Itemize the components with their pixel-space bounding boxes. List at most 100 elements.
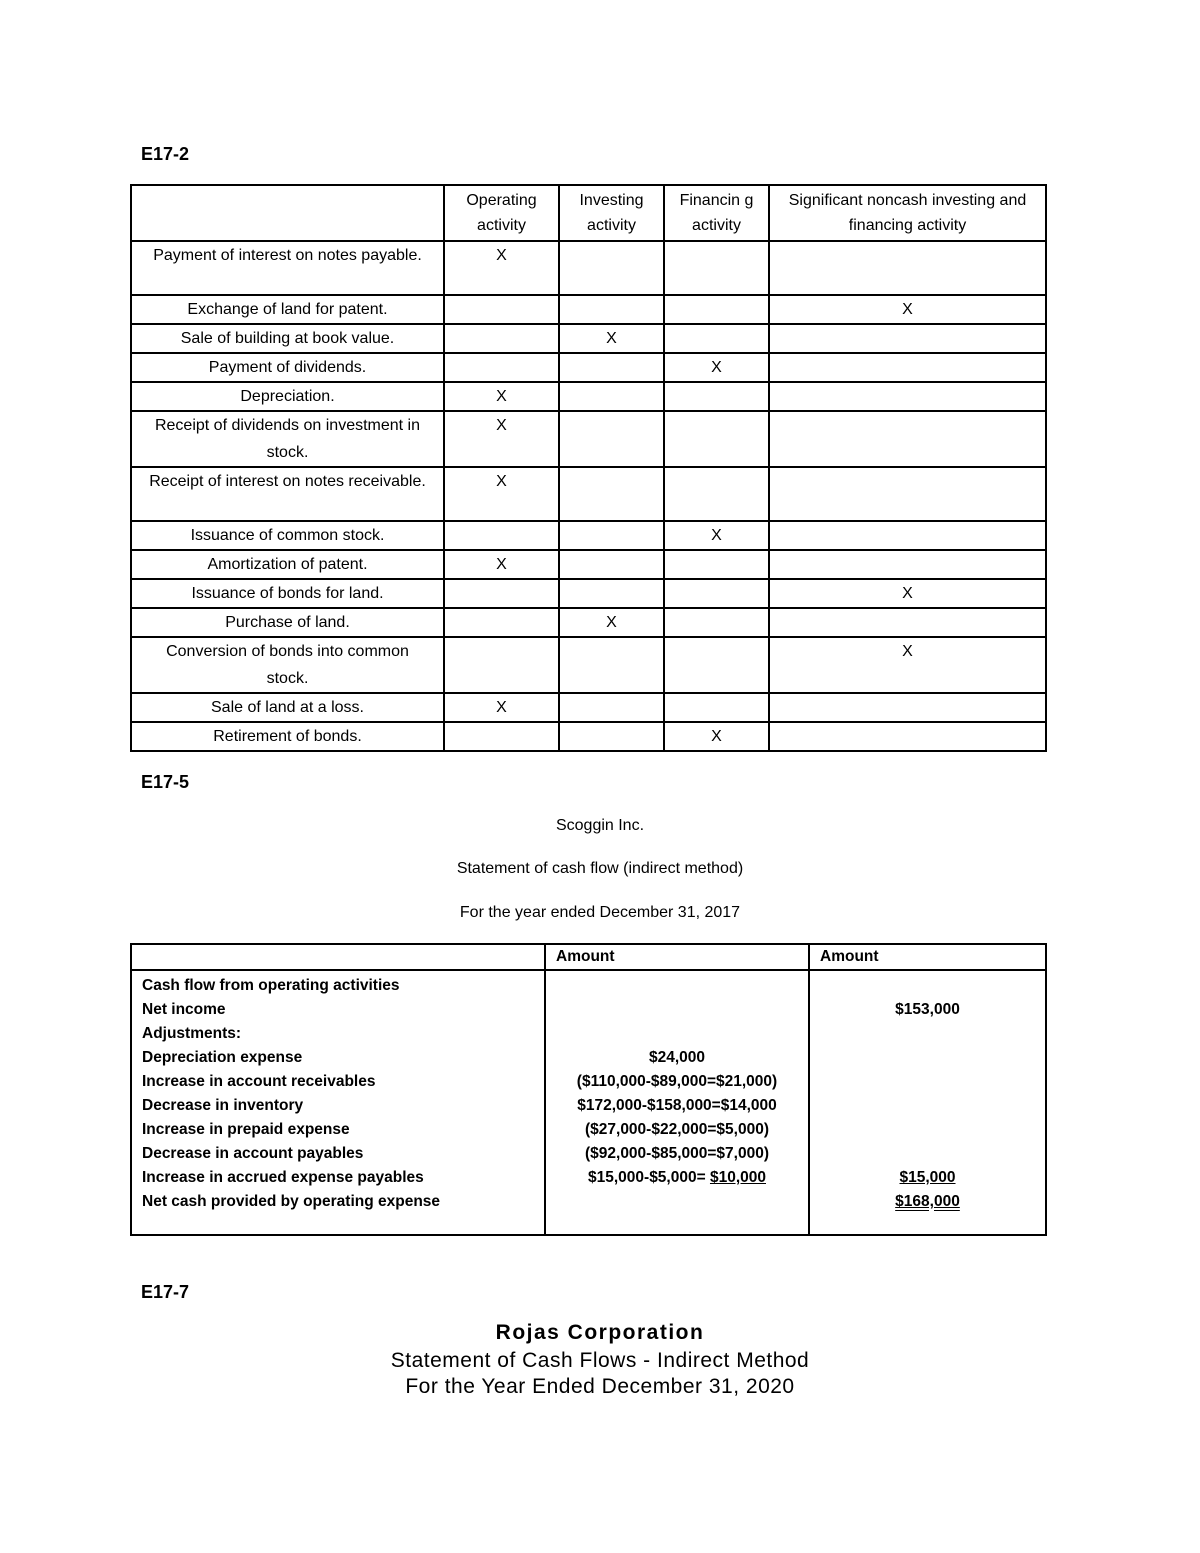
row-label: Issuance of bonds for land.: [130, 578, 445, 609]
line-label: Net cash provided by operating expense: [142, 1193, 441, 1210]
empty-cell: [558, 692, 665, 723]
header-cell: Operating activity: [443, 184, 560, 242]
empty-cell: [443, 294, 560, 325]
line-label: Decrease in account payables: [142, 1145, 364, 1162]
header-cell: Amount: [544, 943, 810, 971]
amount-2: $168,000: [895, 1193, 960, 1210]
x-mark: X: [496, 388, 507, 405]
x-mark: X: [902, 585, 913, 602]
x-mark: X: [496, 556, 507, 573]
mark-cell: X: [443, 549, 560, 580]
row-label: Sale of building at book value.: [130, 323, 445, 354]
empty-cell: [663, 607, 770, 638]
empty-cell: [663, 240, 770, 296]
amount-2: [810, 1046, 1045, 1070]
empty-cell: [558, 549, 665, 580]
table-row: Purchase of land. X: [130, 607, 1047, 638]
empty-cell: [768, 323, 1047, 354]
row-label: Receipt of interest on notes receivable.: [130, 466, 445, 522]
line-label: Increase in account receivables: [142, 1073, 376, 1090]
amount-1: [546, 998, 808, 1022]
x-mark: X: [496, 473, 507, 490]
empty-cell: [768, 466, 1047, 522]
table-row: Payment of interest on notes payable. X: [130, 240, 1047, 296]
mark-cell: X: [768, 636, 1047, 694]
mark-cell: X: [443, 240, 560, 296]
empty-cell: [663, 323, 770, 354]
amount-2: $153,000: [895, 1001, 960, 1018]
empty-cell: [558, 721, 665, 752]
mark-cell: X: [663, 721, 770, 752]
empty-cell: [768, 520, 1047, 551]
activity-classification-table: Operating activity Investing activity Fina…: [130, 184, 1047, 752]
mark-cell: X: [768, 294, 1047, 325]
row-label: Payment of interest on notes payable.: [130, 240, 445, 296]
statement-title: Statement of cash flow (indirect method): [456, 860, 744, 877]
amount-1: [546, 1190, 808, 1214]
header-cell: Amount: [808, 943, 1047, 971]
table-row: Exchange of land for patent. X: [130, 294, 1047, 325]
header-cell: [130, 184, 445, 242]
amount-1: $24,000: [648, 1049, 706, 1066]
row-label: Conversion of bonds into common stock.: [130, 636, 445, 694]
empty-cell: [443, 636, 560, 694]
table-row: Issuance of bonds for land. X: [130, 578, 1047, 609]
statement-title-2: Statement of Cash Flows - Indirect Metho…: [390, 1349, 810, 1372]
amount-2: [810, 1022, 1045, 1046]
amount-1: ($110,000-$89,000=$21,000): [576, 1073, 778, 1090]
empty-cell: [558, 520, 665, 551]
header-cell: Investing activity: [558, 184, 665, 242]
x-mark: X: [711, 527, 722, 544]
body-row: Cash flow from operating activities Net i…: [130, 969, 1047, 1236]
header-row: Operating activity Investing activity Fina…: [130, 184, 1047, 242]
amount-2: [810, 1094, 1045, 1118]
mark-cell: X: [768, 578, 1047, 609]
x-mark: X: [902, 301, 913, 318]
empty-cell: [443, 607, 560, 638]
empty-cell: [443, 578, 560, 609]
line-label: Increase in accrued expense payables: [142, 1169, 424, 1186]
x-mark: X: [496, 417, 507, 434]
statement-period-2: For the Year Ended December 31, 2020: [405, 1375, 795, 1398]
e17-7-heading: E17-7: [141, 1282, 190, 1302]
e17-5-heading: E17-5: [141, 772, 190, 792]
amount-2: [810, 1070, 1045, 1094]
amount-2: $15,000: [899, 1169, 956, 1186]
mark-cell: X: [443, 410, 560, 468]
x-mark: X: [711, 359, 722, 376]
row-label: Issuance of common stock.: [130, 520, 445, 551]
header-cell: Significant noncash investing and financ…: [768, 184, 1047, 242]
line-label: Cash flow from operating activities: [142, 977, 400, 994]
header-cell: Financin g activity: [663, 184, 770, 242]
mark-cell: X: [663, 352, 770, 383]
table-row: Conversion of bonds into common stock. X: [130, 636, 1047, 694]
x-mark: X: [496, 699, 507, 716]
line-label: Depreciation expense: [142, 1049, 303, 1066]
row-label: Payment of dividends.: [130, 352, 445, 383]
empty-cell: [558, 410, 665, 468]
empty-cell: [768, 607, 1047, 638]
mark-cell: X: [558, 607, 665, 638]
amount-1: ($27,000-$22,000=$5,000): [584, 1121, 769, 1138]
table-row: Depreciation. X: [130, 381, 1047, 412]
table-row: Amortization of patent. X: [130, 549, 1047, 580]
empty-cell: [663, 410, 770, 468]
empty-cell: [558, 352, 665, 383]
amount-2: [810, 974, 1045, 998]
amount-column-1: $24,000 ($110,000-$89,000=$21,000) $172,00…: [544, 969, 810, 1236]
amount-2: [810, 1142, 1045, 1166]
mark-cell: X: [663, 520, 770, 551]
empty-cell: [663, 549, 770, 580]
empty-cell: [443, 520, 560, 551]
statement-period: For the year ended December 31, 2017: [459, 904, 741, 921]
empty-cell: [663, 692, 770, 723]
e17-2-heading: E17-2: [141, 144, 190, 164]
empty-cell: [768, 549, 1047, 580]
header-cell: [130, 943, 546, 971]
amount-1: [546, 974, 808, 998]
amount-1: $15,000-$5,000= $10,000: [588, 1169, 766, 1186]
line-label: Increase in prepaid expense: [142, 1121, 350, 1138]
empty-cell: [558, 294, 665, 325]
mark-cell: X: [443, 692, 560, 723]
x-mark: X: [902, 643, 913, 660]
